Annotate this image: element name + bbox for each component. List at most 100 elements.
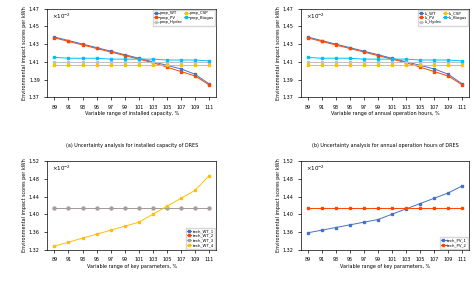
- prop_CSP: [94, 64, 100, 67]
- ls_Hydro: [319, 60, 325, 63]
- prop_PV: [122, 54, 128, 57]
- tech_PV_2: [389, 206, 395, 209]
- ls_Hydro: [459, 60, 465, 63]
- tech_WT_2: [192, 206, 198, 209]
- tech_PV_2: [361, 206, 367, 209]
- tech_WT_1: [80, 206, 85, 209]
- Legend: ls_WT, ls_PV, ls_Hydro, ls_CSP, ls_Biogas: ls_WT, ls_PV, ls_Hydro, ls_CSP, ls_Bioga…: [418, 10, 468, 26]
- tech_WT_3: [52, 206, 57, 209]
- ls_Hydro: [333, 60, 338, 63]
- ls_CSP: [459, 64, 465, 67]
- ls_CSP: [347, 64, 353, 67]
- tech_PV_1: [375, 218, 381, 221]
- tech_PV_2: [375, 206, 381, 209]
- prop_Biogas: [192, 58, 198, 62]
- ls_WT: [431, 67, 437, 71]
- tech_PV_2: [417, 206, 423, 209]
- prop_PV: [192, 74, 198, 78]
- ls_CSP: [319, 64, 325, 67]
- Text: $\times10^{-2}$: $\times10^{-2}$: [53, 11, 72, 21]
- tech_WT_3: [122, 206, 128, 209]
- tech_PV_1: [389, 212, 395, 216]
- prop_CSP: [122, 64, 128, 67]
- ls_Hydro: [389, 60, 395, 63]
- tech_WT_4: [80, 236, 85, 240]
- ls_PV: [333, 43, 338, 47]
- Line: prop_WT: prop_WT: [53, 36, 210, 85]
- prop_Biogas: [66, 57, 72, 60]
- ls_PV: [361, 50, 367, 54]
- tech_WT_3: [192, 206, 198, 209]
- tech_WT_2: [136, 206, 142, 209]
- Text: $\times10^{-2}$: $\times10^{-2}$: [306, 164, 325, 173]
- prop_CSP: [150, 64, 155, 67]
- Line: ls_Hydro: ls_Hydro: [306, 61, 464, 63]
- prop_Hydro: [52, 60, 57, 63]
- prop_PV: [136, 57, 142, 61]
- tech_PV_2: [403, 206, 409, 209]
- ls_WT: [459, 82, 465, 86]
- tech_PV_2: [446, 206, 451, 209]
- Line: tech_WT_1: tech_WT_1: [53, 206, 210, 209]
- Line: prop_Hydro: prop_Hydro: [53, 61, 210, 63]
- tech_WT_3: [136, 206, 142, 209]
- tech_PV_2: [431, 206, 437, 209]
- ls_WT: [403, 60, 409, 63]
- Line: ls_PV: ls_PV: [306, 37, 464, 86]
- ls_WT: [347, 46, 353, 49]
- ls_Biogas: [305, 56, 310, 59]
- tech_WT_4: [136, 220, 142, 224]
- ls_PV: [347, 47, 353, 50]
- tech_WT_4: [192, 189, 198, 192]
- tech_WT_4: [150, 212, 155, 216]
- prop_Hydro: [150, 60, 155, 63]
- tech_WT_3: [206, 206, 212, 209]
- ls_Biogas: [347, 57, 353, 60]
- prop_Hydro: [164, 60, 170, 63]
- ls_WT: [305, 35, 310, 39]
- Line: ls_CSP: ls_CSP: [306, 64, 464, 67]
- prop_PV: [52, 36, 57, 40]
- Legend: tech_PV_1, tech_PV_2: tech_PV_1, tech_PV_2: [440, 237, 468, 249]
- Line: prop_PV: prop_PV: [53, 37, 210, 86]
- ls_CSP: [333, 64, 338, 67]
- tech_WT_1: [66, 206, 72, 209]
- tech_WT_1: [52, 206, 57, 209]
- prop_WT: [66, 39, 72, 42]
- prop_CSP: [52, 64, 57, 67]
- Line: tech_PV_1: tech_PV_1: [306, 185, 464, 234]
- tech_WT_2: [52, 206, 57, 209]
- prop_Biogas: [150, 57, 155, 61]
- prop_WT: [150, 60, 155, 63]
- prop_PV: [178, 70, 184, 73]
- X-axis label: Variable range of annual operation hours, %: Variable range of annual operation hours…: [330, 111, 439, 116]
- tech_WT_1: [178, 206, 184, 209]
- ls_Biogas: [431, 58, 437, 62]
- Line: tech_WT_4: tech_WT_4: [53, 174, 210, 247]
- tech_PV_1: [361, 220, 367, 224]
- prop_Hydro: [80, 60, 85, 63]
- ls_PV: [403, 61, 409, 64]
- Y-axis label: Environmental impact scores per kWh: Environmental impact scores per kWh: [275, 6, 281, 100]
- ls_CSP: [417, 64, 423, 67]
- prop_PV: [66, 40, 72, 43]
- tech_PV_2: [319, 206, 325, 209]
- prop_Hydro: [136, 60, 142, 63]
- prop_CSP: [192, 64, 198, 67]
- ls_CSP: [389, 64, 395, 67]
- tech_PV_1: [347, 223, 353, 227]
- tech_WT_1: [164, 206, 170, 209]
- ls_Biogas: [375, 57, 381, 61]
- Y-axis label: Environmental impact scores per kWh: Environmental impact scores per kWh: [22, 158, 27, 252]
- ls_Biogas: [333, 57, 338, 60]
- ls_CSP: [446, 64, 451, 67]
- Title: (a) Uncertainty analysis for installed capacity of DRES: (a) Uncertainty analysis for installed c…: [65, 143, 198, 148]
- ls_WT: [389, 57, 395, 60]
- Legend: tech_WT_1, tech_WT_2, tech_WT_3, tech_WT_4: tech_WT_1, tech_WT_2, tech_WT_3, tech_WT…: [185, 228, 215, 249]
- prop_CSP: [66, 64, 72, 67]
- tech_PV_1: [403, 207, 409, 211]
- Line: tech_WT_3: tech_WT_3: [53, 206, 210, 209]
- prop_CSP: [178, 64, 184, 67]
- tech_WT_3: [150, 206, 155, 209]
- ls_PV: [319, 40, 325, 43]
